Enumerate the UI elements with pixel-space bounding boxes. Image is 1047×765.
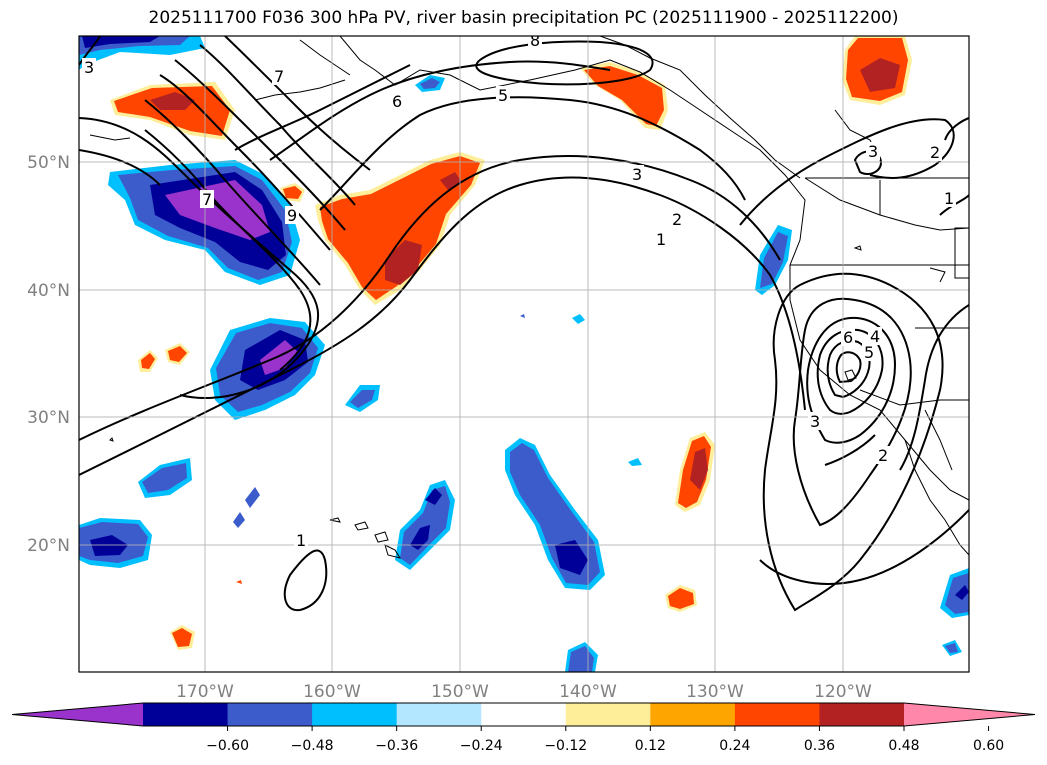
colorbar-segment: [734, 703, 820, 726]
lat-label: 30°N: [27, 408, 70, 428]
map-frame: [78, 35, 970, 673]
colorbar-outline: [11, 702, 1036, 727]
lon-label: 160°W: [303, 682, 361, 702]
lon-label: 140°W: [559, 682, 617, 702]
colorbar-tick-label: −0.24: [460, 738, 503, 754]
contour-label: 2: [930, 143, 940, 162]
contour-labels: 3 7 8 6 5 3 2 1 9 7 3 2 1 6: [82, 31, 956, 550]
lon-label: 130°W: [686, 682, 744, 702]
contour-label: 1: [296, 531, 306, 550]
colorbar-tick-label: −0.36: [375, 738, 418, 754]
contour-label: 1: [656, 230, 666, 249]
contour-label: 9: [287, 206, 297, 225]
colorbar-ticks: −0.60 −0.48 −0.36 −0.24 −0.12 0.12 0.24 0.36 0.4…: [206, 726, 1004, 754]
colorbar-tick-label: −0.12: [544, 738, 587, 754]
colorbar-extend-low: [12, 703, 143, 726]
islands: [109, 245, 862, 559]
colorbar-segment: [565, 703, 651, 726]
lon-label: 170°W: [176, 682, 234, 702]
contour-label: 5: [864, 343, 874, 362]
colorbar-segment: [396, 703, 482, 726]
contour-label: 3: [84, 58, 94, 77]
contour-label: 6: [392, 92, 402, 111]
colorbar-tick-label: 0.60: [973, 738, 1004, 754]
lon-label: 120°W: [814, 682, 872, 702]
colorbar-tick-label: 0.24: [719, 738, 750, 754]
contour-label: 7: [202, 190, 212, 209]
contour-label: 8: [530, 31, 540, 50]
positive-anomaly-fill: [110, 36, 912, 650]
colorbar-tick-label: 0.48: [888, 738, 919, 754]
colorbar: [11, 702, 1036, 727]
lat-label: 50°N: [27, 153, 70, 173]
lat-label: 20°N: [27, 536, 70, 556]
colorbar-tick-label: −0.60: [206, 738, 249, 754]
colorbar-segment: [143, 703, 229, 726]
contour-label: 3: [632, 165, 642, 184]
colorbar-tick-label: 0.36: [804, 738, 835, 754]
colorbar-segment: [650, 703, 736, 726]
contour-label: 1: [944, 189, 954, 208]
contour-label: 3: [868, 142, 878, 161]
colorbar-extend-high: [904, 703, 1035, 726]
lon-label: 150°W: [431, 682, 489, 702]
colorbar-segment: [819, 703, 905, 726]
lat-label: 40°N: [27, 281, 70, 301]
contour-label: 5: [498, 86, 508, 105]
latitude-labels: 50°N 40°N 30°N 20°N: [27, 153, 70, 556]
colorbar-segment: [227, 703, 313, 726]
contour-label: 7: [274, 67, 284, 86]
contour-label: 2: [672, 210, 682, 229]
colorbar-segment: [481, 703, 567, 726]
longitude-labels: 170°W 160°W 150°W 140°W 130°W 120°W: [176, 682, 872, 702]
contour-label: 2: [878, 446, 888, 465]
colorbar-tick-label: 0.12: [635, 738, 666, 754]
colorbar-tick-label: −0.48: [291, 738, 334, 754]
contour-label: 4: [870, 327, 880, 346]
pv-contours: [79, 36, 969, 612]
colorbar-segment: [312, 703, 398, 726]
graticule: [79, 36, 969, 672]
map-title: 2025111700 F036 300 hPa PV, river basin …: [148, 8, 899, 28]
negative-anomaly-fill: [79, 36, 969, 672]
contour-label: 3: [810, 412, 820, 431]
contour-label: 6: [843, 328, 853, 347]
